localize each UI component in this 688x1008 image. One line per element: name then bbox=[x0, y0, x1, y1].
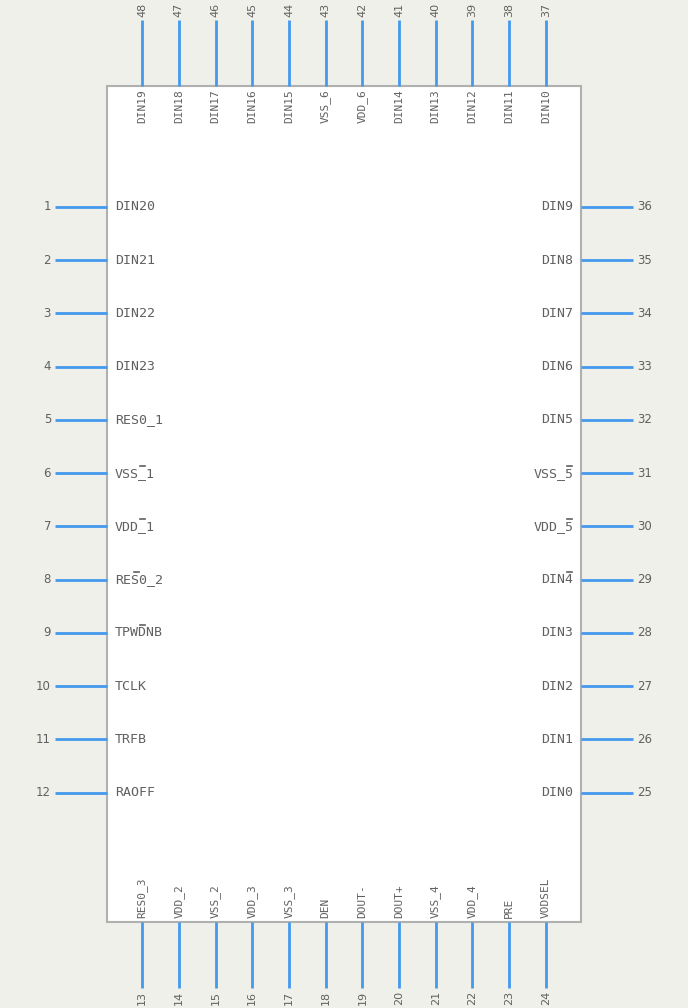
Text: 12: 12 bbox=[36, 786, 51, 799]
Text: 46: 46 bbox=[211, 3, 221, 17]
Text: RES0_2: RES0_2 bbox=[115, 574, 162, 587]
Text: 32: 32 bbox=[637, 413, 652, 426]
Text: DIN18: DIN18 bbox=[174, 90, 184, 123]
Text: DIN23: DIN23 bbox=[115, 360, 155, 373]
Text: 14: 14 bbox=[174, 991, 184, 1005]
Text: 26: 26 bbox=[637, 733, 652, 746]
Text: 35: 35 bbox=[637, 254, 652, 267]
Text: 33: 33 bbox=[637, 360, 652, 373]
Text: 6: 6 bbox=[43, 467, 51, 480]
Text: 45: 45 bbox=[247, 3, 257, 17]
Text: DIN11: DIN11 bbox=[504, 90, 514, 123]
Text: 8: 8 bbox=[43, 574, 51, 587]
Text: 25: 25 bbox=[637, 786, 652, 799]
Text: DIN7: DIN7 bbox=[541, 307, 573, 320]
Text: DIN19: DIN19 bbox=[137, 90, 147, 123]
Text: 9: 9 bbox=[43, 626, 51, 639]
Text: DEN: DEN bbox=[321, 898, 331, 918]
Text: 40: 40 bbox=[431, 3, 441, 17]
Text: 34: 34 bbox=[637, 307, 652, 320]
Text: VODSEL: VODSEL bbox=[541, 878, 551, 918]
Text: 1: 1 bbox=[43, 201, 51, 214]
Text: TRFB: TRFB bbox=[115, 733, 147, 746]
Text: 17: 17 bbox=[284, 991, 294, 1005]
Text: RES0_3: RES0_3 bbox=[137, 878, 148, 918]
Text: RAOFF: RAOFF bbox=[115, 786, 155, 799]
Text: VDD_5: VDD_5 bbox=[533, 520, 573, 533]
Text: 23: 23 bbox=[504, 991, 514, 1005]
Text: DIN4: DIN4 bbox=[541, 574, 573, 587]
Text: VSS_1: VSS_1 bbox=[115, 467, 155, 480]
Text: TCLK: TCLK bbox=[115, 679, 147, 692]
Text: 5: 5 bbox=[43, 413, 51, 426]
Text: VSS_5: VSS_5 bbox=[533, 467, 573, 480]
Text: 4: 4 bbox=[43, 360, 51, 373]
Text: 19: 19 bbox=[357, 991, 367, 1005]
Text: VSS_6: VSS_6 bbox=[320, 90, 331, 123]
Text: 20: 20 bbox=[394, 991, 404, 1005]
Text: DIN10: DIN10 bbox=[541, 90, 551, 123]
Text: VDD_1: VDD_1 bbox=[115, 520, 155, 533]
Text: VSS_4: VSS_4 bbox=[430, 885, 441, 918]
Text: DIN20: DIN20 bbox=[115, 201, 155, 214]
Text: 24: 24 bbox=[541, 991, 551, 1005]
Text: 31: 31 bbox=[637, 467, 652, 480]
Text: 21: 21 bbox=[431, 991, 441, 1005]
Text: 16: 16 bbox=[247, 991, 257, 1005]
Text: 28: 28 bbox=[637, 626, 652, 639]
Text: DIN21: DIN21 bbox=[115, 254, 155, 267]
Text: 27: 27 bbox=[637, 679, 652, 692]
Text: 13: 13 bbox=[137, 991, 147, 1005]
Text: DIN15: DIN15 bbox=[284, 90, 294, 123]
Text: DIN12: DIN12 bbox=[467, 90, 477, 123]
Text: DIN8: DIN8 bbox=[541, 254, 573, 267]
Bar bbox=[107, 86, 581, 922]
Text: DOUT-: DOUT- bbox=[357, 885, 367, 918]
Text: DIN13: DIN13 bbox=[431, 90, 441, 123]
Text: DIN22: DIN22 bbox=[115, 307, 155, 320]
Text: DIN9: DIN9 bbox=[541, 201, 573, 214]
Text: 44: 44 bbox=[284, 3, 294, 17]
Text: 30: 30 bbox=[637, 520, 652, 533]
Text: VSS_3: VSS_3 bbox=[283, 885, 294, 918]
Text: 37: 37 bbox=[541, 3, 551, 17]
Text: DIN16: DIN16 bbox=[247, 90, 257, 123]
Text: DIN5: DIN5 bbox=[541, 413, 573, 426]
Text: DIN0: DIN0 bbox=[541, 786, 573, 799]
Text: 38: 38 bbox=[504, 3, 514, 17]
Text: 7: 7 bbox=[43, 520, 51, 533]
Text: 18: 18 bbox=[321, 991, 331, 1005]
Text: 22: 22 bbox=[467, 991, 477, 1005]
Text: DIN17: DIN17 bbox=[211, 90, 221, 123]
Text: 29: 29 bbox=[637, 574, 652, 587]
Text: 3: 3 bbox=[43, 307, 51, 320]
Text: 47: 47 bbox=[174, 3, 184, 17]
Text: DIN6: DIN6 bbox=[541, 360, 573, 373]
Text: DIN2: DIN2 bbox=[541, 679, 573, 692]
Text: 41: 41 bbox=[394, 3, 404, 17]
Text: 15: 15 bbox=[211, 991, 221, 1005]
Text: 36: 36 bbox=[637, 201, 652, 214]
Text: DIN3: DIN3 bbox=[541, 626, 573, 639]
Text: 43: 43 bbox=[321, 3, 331, 17]
Text: 10: 10 bbox=[36, 679, 51, 692]
Text: PRE: PRE bbox=[504, 898, 514, 918]
Text: 2: 2 bbox=[43, 254, 51, 267]
Text: 39: 39 bbox=[467, 3, 477, 17]
Text: VDD_6: VDD_6 bbox=[357, 90, 368, 123]
Text: VDD_3: VDD_3 bbox=[247, 885, 258, 918]
Text: 48: 48 bbox=[137, 3, 147, 17]
Text: RES0_1: RES0_1 bbox=[115, 413, 162, 426]
Text: 42: 42 bbox=[357, 3, 367, 17]
Text: VDD_2: VDD_2 bbox=[173, 885, 184, 918]
Text: DIN14: DIN14 bbox=[394, 90, 404, 123]
Text: DIN1: DIN1 bbox=[541, 733, 573, 746]
Text: VDD_4: VDD_4 bbox=[467, 885, 478, 918]
Text: DOUT+: DOUT+ bbox=[394, 885, 404, 918]
Text: TPWDNB: TPWDNB bbox=[115, 626, 162, 639]
Text: 11: 11 bbox=[36, 733, 51, 746]
Text: VSS_2: VSS_2 bbox=[210, 885, 221, 918]
